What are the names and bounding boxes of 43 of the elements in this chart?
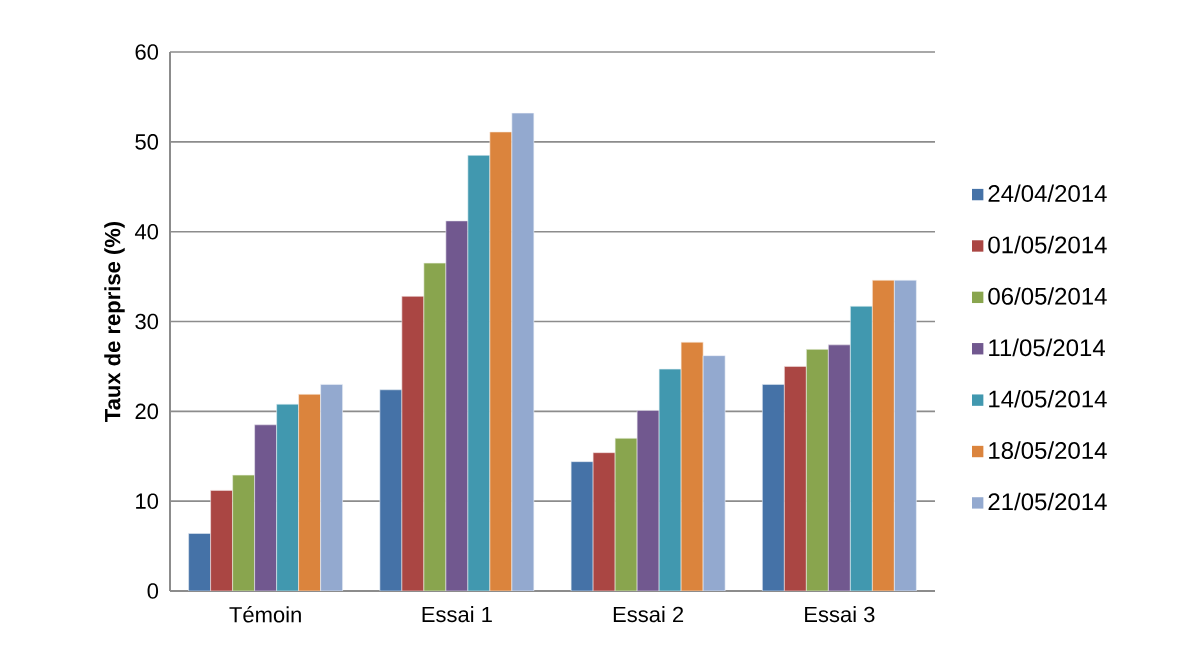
y-tick-label: 30 bbox=[135, 313, 159, 330]
bar bbox=[894, 279, 917, 591]
legend-label: 01/05/2014 bbox=[988, 235, 1107, 254]
legend-label: 14/05/2014 bbox=[989, 389, 1107, 408]
legend-label: 24/04/2014 bbox=[988, 184, 1107, 202]
bar bbox=[828, 344, 851, 591]
bar bbox=[401, 296, 425, 591]
bar bbox=[872, 279, 895, 591]
bar bbox=[806, 349, 829, 591]
bar bbox=[298, 393, 321, 591]
bar bbox=[702, 355, 726, 591]
bar bbox=[762, 384, 785, 591]
y-tick-label: 20 bbox=[135, 403, 159, 420]
x-tick-label: Essai 3 bbox=[805, 606, 875, 623]
bar bbox=[592, 452, 616, 591]
bar bbox=[232, 474, 255, 591]
bar bbox=[445, 220, 469, 591]
x-tick-label: Essai 2 bbox=[613, 606, 684, 623]
bar bbox=[614, 437, 638, 591]
bar bbox=[320, 384, 343, 591]
y-tick-label: 50 bbox=[135, 134, 159, 150]
legend-label: 11/05/2014 bbox=[989, 338, 1105, 357]
x-tick-label: Essai 1 bbox=[422, 606, 492, 623]
bar bbox=[188, 533, 211, 591]
bar bbox=[570, 461, 594, 591]
y-tick-label: 0 bbox=[147, 583, 159, 599]
legend-label: 06/05/2014 bbox=[988, 287, 1107, 305]
bar bbox=[511, 112, 535, 591]
bar bbox=[254, 424, 277, 591]
bar bbox=[636, 410, 660, 591]
y-axis-title: Taux de reprise (%) bbox=[104, 221, 125, 422]
y-tick-label: 10 bbox=[136, 493, 159, 509]
bar bbox=[489, 131, 513, 591]
legend-label: 21/05/2014 bbox=[988, 492, 1107, 511]
y-tick-label: 40 bbox=[134, 223, 159, 240]
bar bbox=[784, 366, 807, 591]
bar bbox=[379, 389, 403, 591]
y-tick-label: 60 bbox=[135, 44, 159, 60]
x-tick-label: Témoin bbox=[229, 606, 301, 623]
bar bbox=[423, 262, 447, 591]
legend-label: 18/05/2014 bbox=[989, 441, 1107, 459]
bar bbox=[680, 341, 704, 591]
bar bbox=[210, 490, 233, 591]
